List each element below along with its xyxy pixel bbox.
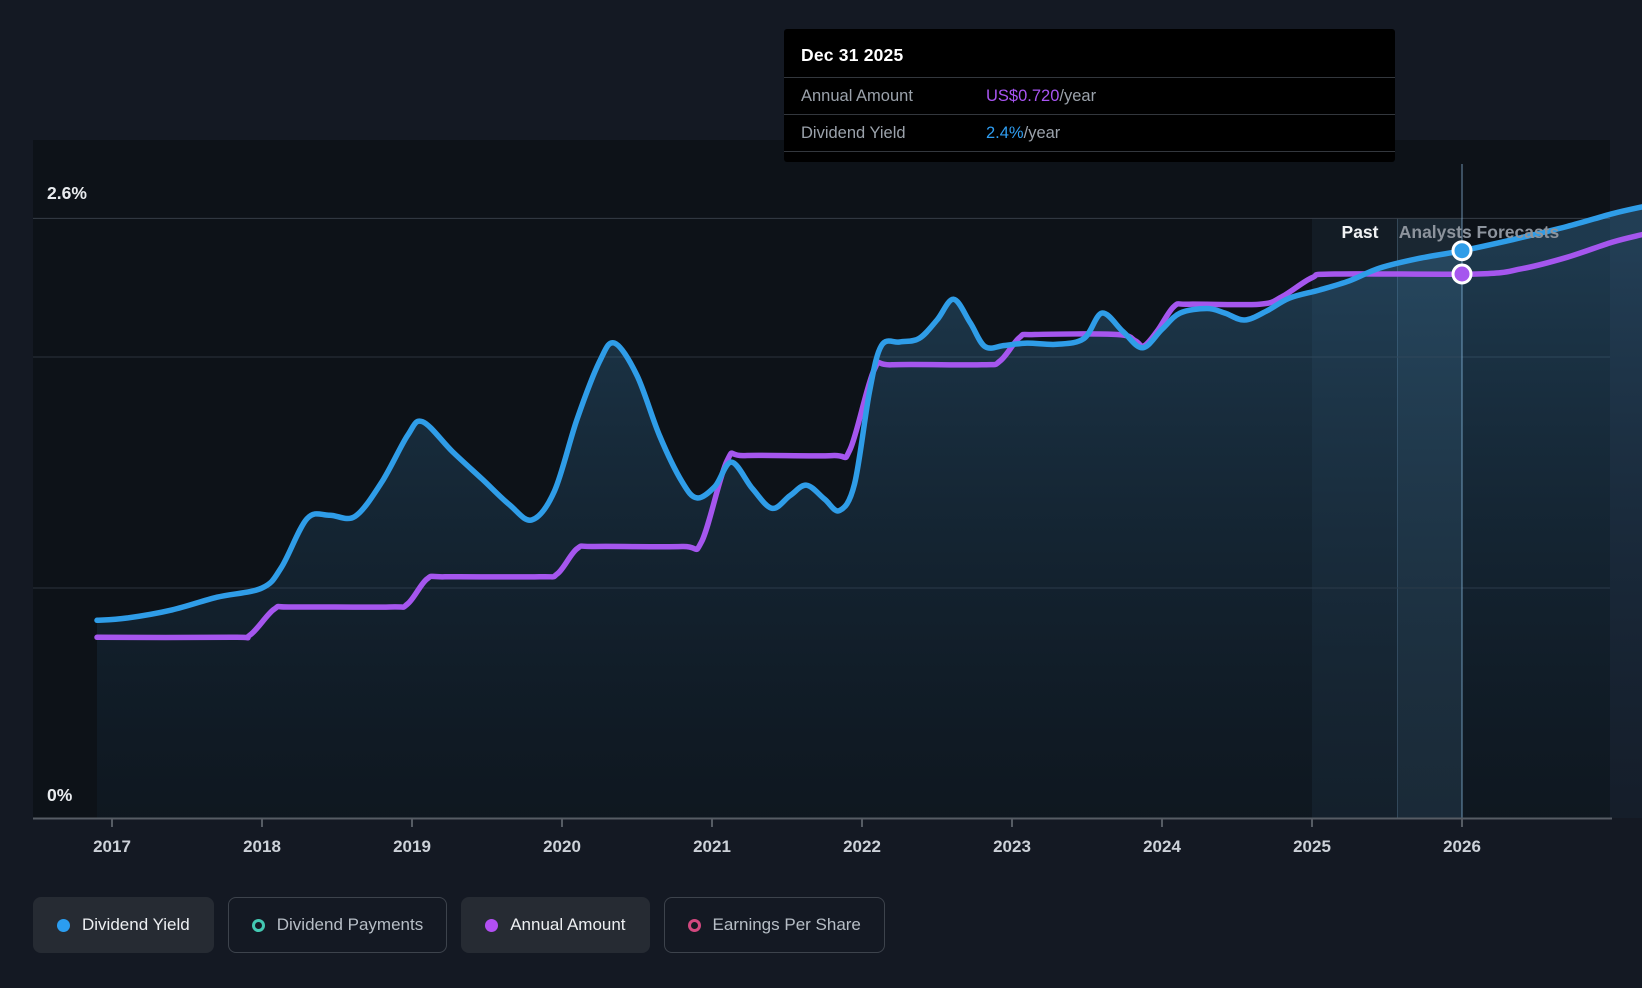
x-axis-labels: 2017 2018 2019 2020 2021 2022 2023 2024 2025 2026 [93,837,1481,856]
x-axis-year-label: 2024 [1143,837,1181,856]
dividend-yield-line [94,204,1642,624]
legend-label: Earnings Per Share [712,915,861,934]
tooltip-date: Dec 31 2025 [801,45,904,65]
x-axis-year-label: 2025 [1293,837,1331,856]
legend-label: Dividend Payments [276,915,424,934]
dividend-yield-marker-dot [1451,240,1473,262]
legend-label: Dividend Yield [82,915,190,934]
x-axis-year-label: 2021 [693,837,731,856]
y-axis-max-label: 2.6% [47,183,87,203]
x-axis-year-label: 2017 [93,837,131,856]
legend-label: Annual Amount [510,915,626,934]
annual-amount-marker-dot [1451,263,1473,285]
x-axis-year-label: 2020 [543,837,581,856]
x-axis-year-label: 2026 [1443,837,1481,856]
chart-legend: Dividend Yield Dividend Payments Annual … [33,897,885,953]
tooltip-label: Dividend Yield [801,124,906,142]
x-axis-year-label: 2018 [243,837,281,856]
legend-chip-earnings-per-share[interactable]: Earnings Per Share [663,897,885,953]
x-axis-year-label: 2023 [993,837,1031,856]
tooltip-value: 2.4%/year [986,124,1061,142]
x-axis-year-label: 2022 [843,837,881,856]
past-region-label: Past [1342,222,1379,242]
tooltip-row-dividend-yield: Dividend Yield 2.4%/year [784,114,1395,152]
annual-amount-dot-icon [485,918,499,932]
legend-chip-dividend-payments[interactable]: Dividend Payments [227,897,448,953]
dividend-yield-dot-icon [57,918,70,932]
chart-tooltip: Dec 31 2025 Annual Amount US$0.720/year … [784,29,1395,162]
legend-chip-annual-amount[interactable]: Annual Amount [461,897,650,953]
dividend-yield-area [97,206,1642,818]
y-axis-min-label: 0% [47,785,73,805]
legend-chip-dividend-yield[interactable]: Dividend Yield [33,897,214,953]
tooltip-row-annual-amount: Annual Amount US$0.720/year [784,77,1395,114]
earnings-per-share-ring-icon [687,918,701,932]
tooltip-label: Annual Amount [801,87,913,105]
tooltip-value: US$0.720/year [986,87,1097,105]
x-axis-year-label: 2019 [393,837,431,856]
x-axis-ticks [111,818,1463,827]
dividend-payments-ring-icon [251,918,265,932]
forecast-region-label: Analysts Forecasts [1399,222,1560,242]
